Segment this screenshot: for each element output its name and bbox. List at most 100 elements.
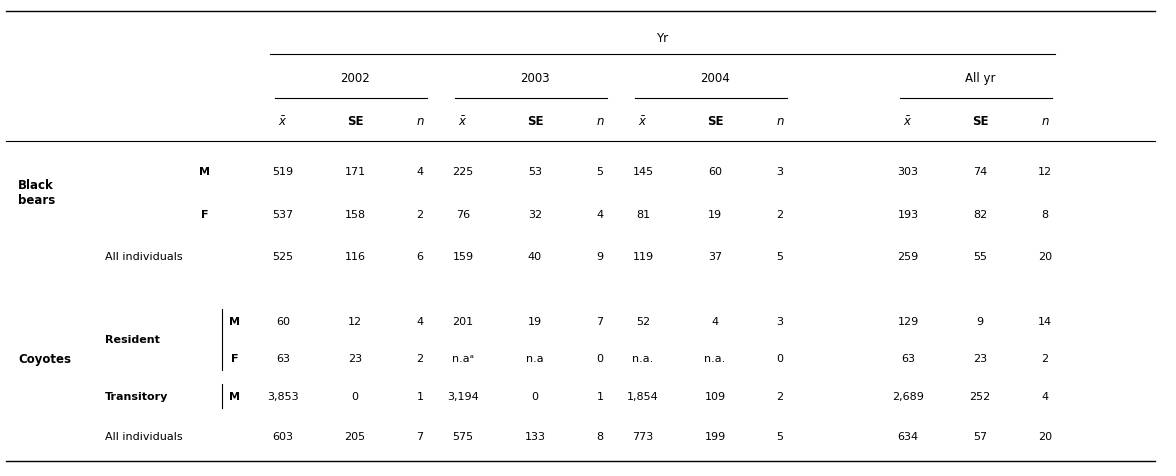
Text: M: M <box>229 317 241 327</box>
Text: 773: 773 <box>633 431 654 441</box>
Text: $\bar{x}$: $\bar{x}$ <box>279 115 288 129</box>
Text: 2: 2 <box>416 353 423 363</box>
Text: 23: 23 <box>973 353 987 363</box>
Text: 2: 2 <box>416 209 423 219</box>
Text: All yr: All yr <box>964 72 995 85</box>
Text: 5: 5 <box>596 167 603 177</box>
Text: 537: 537 <box>273 209 294 219</box>
Text: 4: 4 <box>1042 391 1049 401</box>
Text: 5: 5 <box>776 251 783 261</box>
Text: 3: 3 <box>776 317 783 327</box>
Text: SE: SE <box>527 115 543 128</box>
Text: 2: 2 <box>1042 353 1049 363</box>
Text: 575: 575 <box>453 431 474 441</box>
Text: n.a.: n.a. <box>704 353 726 363</box>
Text: 4: 4 <box>416 317 423 327</box>
Text: F: F <box>232 353 239 363</box>
Text: 171: 171 <box>345 167 366 177</box>
Text: 74: 74 <box>973 167 987 177</box>
Text: 4: 4 <box>416 167 423 177</box>
Text: n.a.: n.a. <box>633 353 654 363</box>
Text: 129: 129 <box>897 317 918 327</box>
Text: 303: 303 <box>897 167 918 177</box>
Text: 81: 81 <box>636 209 650 219</box>
Text: 259: 259 <box>897 251 918 261</box>
Text: Black
bears: Black bears <box>18 179 55 207</box>
Text: SE: SE <box>971 115 988 128</box>
Text: 634: 634 <box>897 431 918 441</box>
Text: 3,194: 3,194 <box>447 391 479 401</box>
Text: 1: 1 <box>416 391 423 401</box>
Text: 199: 199 <box>704 431 726 441</box>
Text: 37: 37 <box>708 251 722 261</box>
Text: 23: 23 <box>348 353 362 363</box>
Text: 55: 55 <box>973 251 987 261</box>
Text: 109: 109 <box>704 391 726 401</box>
Text: M: M <box>200 167 211 177</box>
Text: 3,853: 3,853 <box>267 391 299 401</box>
Text: 82: 82 <box>973 209 987 219</box>
Text: 20: 20 <box>1038 251 1053 261</box>
Text: 9: 9 <box>596 251 603 261</box>
Text: 53: 53 <box>528 167 542 177</box>
Text: $\bar{x}$: $\bar{x}$ <box>639 115 648 129</box>
Text: 8: 8 <box>596 431 603 441</box>
Text: n.aᵃ: n.aᵃ <box>452 353 474 363</box>
Text: Coyotes: Coyotes <box>18 352 71 365</box>
Text: 76: 76 <box>456 209 470 219</box>
Text: 19: 19 <box>528 317 542 327</box>
Text: 32: 32 <box>528 209 542 219</box>
Text: $n$: $n$ <box>415 115 425 128</box>
Text: 201: 201 <box>453 317 474 327</box>
Text: Yr: Yr <box>656 32 669 45</box>
Text: 7: 7 <box>596 317 603 327</box>
Text: $\bar{x}$: $\bar{x}$ <box>459 115 468 129</box>
Text: 0: 0 <box>532 391 539 401</box>
Text: 60: 60 <box>708 167 722 177</box>
Text: 4: 4 <box>711 317 719 327</box>
Text: $n$: $n$ <box>776 115 784 128</box>
Text: SE: SE <box>347 115 363 128</box>
Text: 8: 8 <box>1042 209 1049 219</box>
Text: 2,689: 2,689 <box>893 391 924 401</box>
Text: Transitory: Transitory <box>105 391 168 401</box>
Text: Resident: Resident <box>105 335 160 345</box>
Text: 4: 4 <box>596 209 603 219</box>
Text: 57: 57 <box>973 431 987 441</box>
Text: 9: 9 <box>976 317 983 327</box>
Text: 159: 159 <box>453 251 474 261</box>
Text: 7: 7 <box>416 431 423 441</box>
Text: 0: 0 <box>596 353 603 363</box>
Text: 12: 12 <box>1038 167 1053 177</box>
Text: 225: 225 <box>453 167 474 177</box>
Text: 0: 0 <box>776 353 783 363</box>
Text: 40: 40 <box>528 251 542 261</box>
Text: 19: 19 <box>708 209 722 219</box>
Text: M: M <box>229 391 241 401</box>
Text: 20: 20 <box>1038 431 1053 441</box>
Text: 63: 63 <box>901 353 915 363</box>
Text: 52: 52 <box>636 317 650 327</box>
Text: 12: 12 <box>348 317 362 327</box>
Text: 3: 3 <box>776 167 783 177</box>
Text: 158: 158 <box>345 209 366 219</box>
Text: 193: 193 <box>897 209 918 219</box>
Text: $n$: $n$ <box>1041 115 1049 128</box>
Text: 145: 145 <box>633 167 654 177</box>
Text: SE: SE <box>707 115 723 128</box>
Text: 60: 60 <box>276 317 290 327</box>
Text: F: F <box>201 209 209 219</box>
Text: 205: 205 <box>345 431 366 441</box>
Text: 252: 252 <box>969 391 990 401</box>
Text: $\bar{x}$: $\bar{x}$ <box>903 115 913 129</box>
Text: 1: 1 <box>596 391 603 401</box>
Text: 519: 519 <box>273 167 294 177</box>
Text: 1,854: 1,854 <box>627 391 659 401</box>
Text: All individuals: All individuals <box>105 431 182 441</box>
Text: 2: 2 <box>776 209 783 219</box>
Text: 0: 0 <box>352 391 359 401</box>
Text: 2004: 2004 <box>700 72 730 85</box>
Text: 2: 2 <box>776 391 783 401</box>
Text: $n$: $n$ <box>596 115 604 128</box>
Text: n.a: n.a <box>526 353 543 363</box>
